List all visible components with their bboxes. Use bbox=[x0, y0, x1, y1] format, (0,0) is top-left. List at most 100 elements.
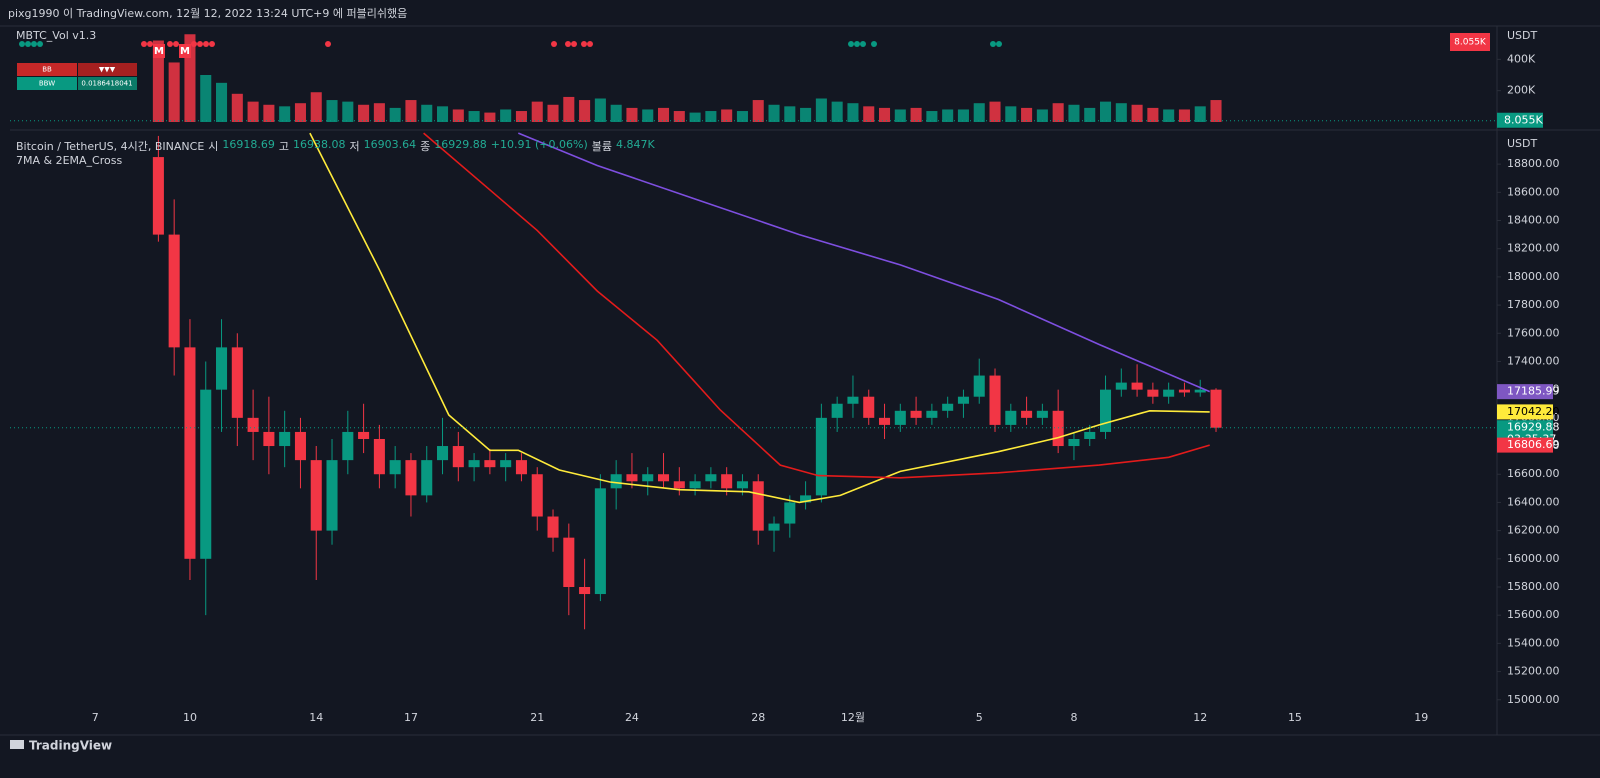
volume-bar bbox=[957, 109, 969, 122]
candle-body bbox=[1084, 431, 1096, 439]
volume-bar bbox=[436, 106, 449, 122]
change: +10.91 (+0.06%) bbox=[490, 138, 588, 151]
x-tick-label: 15 bbox=[1288, 711, 1302, 724]
volume-bar bbox=[279, 106, 291, 122]
volume-bar bbox=[1099, 101, 1112, 122]
candle-body bbox=[231, 347, 243, 418]
candle-body bbox=[579, 586, 591, 595]
candle-body bbox=[878, 417, 891, 425]
candle-body bbox=[657, 474, 670, 482]
candle-body bbox=[216, 347, 228, 390]
signal-dot bbox=[141, 41, 147, 47]
signal-label: M bbox=[154, 46, 164, 57]
y-tick-label: 17400.00 bbox=[1507, 354, 1560, 367]
y-tick-label: 17600.00 bbox=[1507, 326, 1560, 339]
candle-body bbox=[673, 481, 685, 489]
volume-currency: USDT bbox=[1507, 29, 1538, 42]
volume-tick-label: 200K bbox=[1507, 84, 1536, 97]
signal-dot bbox=[19, 41, 25, 47]
candle-body bbox=[594, 488, 606, 595]
volume-bar bbox=[1068, 104, 1080, 122]
x-tick-label: 7 bbox=[92, 711, 99, 724]
candle-body bbox=[531, 474, 543, 517]
candle-body bbox=[1163, 389, 1175, 397]
signal-dot bbox=[167, 41, 173, 47]
volume-bar bbox=[184, 34, 196, 123]
candle-body bbox=[768, 523, 780, 531]
volume-bar bbox=[484, 112, 496, 122]
volume-bar bbox=[421, 104, 433, 122]
candle-body bbox=[421, 460, 433, 496]
volume-bar bbox=[1163, 109, 1175, 122]
tradingview-logo bbox=[10, 740, 24, 749]
candle-body bbox=[247, 417, 259, 432]
indicator-legend: 7MA & 2EMA_Cross bbox=[16, 154, 122, 167]
signal-dot bbox=[25, 41, 31, 47]
price-marker-label: 16806.69 bbox=[1507, 438, 1560, 451]
candle-body bbox=[263, 431, 275, 447]
y-tick-label: 16200.00 bbox=[1507, 524, 1560, 537]
volume-bar bbox=[405, 100, 417, 122]
candle-body bbox=[468, 460, 480, 468]
signal-label: M bbox=[180, 46, 190, 57]
ohlc-value: 16929.88 bbox=[434, 138, 487, 151]
candle-body bbox=[152, 157, 164, 235]
volume-bar bbox=[815, 98, 827, 122]
volume-bar bbox=[563, 96, 575, 122]
logo-mark bbox=[10, 740, 24, 749]
y-tick-label: 18400.00 bbox=[1507, 214, 1560, 227]
volume-last-badge bbox=[1497, 112, 1543, 128]
volume-tick-label: 400K bbox=[1507, 52, 1536, 65]
x-tick-label: 21 bbox=[530, 711, 544, 724]
signal-dot bbox=[31, 41, 37, 47]
volume-bar bbox=[689, 112, 701, 122]
signal-dot bbox=[565, 41, 571, 47]
volume-bar bbox=[326, 100, 338, 122]
volume-bar bbox=[1147, 107, 1159, 122]
candle-body bbox=[200, 389, 212, 559]
volume-bar bbox=[579, 100, 591, 122]
candle-body bbox=[405, 460, 417, 496]
x-tick-label: 19 bbox=[1414, 711, 1428, 724]
signal-dot bbox=[581, 41, 587, 47]
price-marker bbox=[1497, 437, 1553, 453]
volume-bar bbox=[768, 104, 780, 122]
candle-body bbox=[1052, 410, 1064, 447]
candle-body bbox=[800, 495, 812, 503]
candle-body bbox=[863, 396, 875, 418]
candle-body bbox=[815, 417, 827, 496]
signal-dots bbox=[19, 41, 1002, 47]
candle-body bbox=[500, 460, 512, 468]
volume-bar bbox=[1036, 109, 1048, 122]
candle-body bbox=[184, 347, 196, 559]
volume-bar bbox=[263, 104, 275, 122]
candle-body bbox=[989, 375, 1001, 425]
ohlc-key: 고 bbox=[278, 140, 290, 153]
signal-dot bbox=[848, 41, 854, 47]
candle-body bbox=[484, 460, 496, 468]
candle-body bbox=[436, 446, 449, 461]
volume-title: MBTC_Vol v1.3 bbox=[16, 29, 96, 42]
symbol-legend: Bitcoin / TetherUS, 4시간, BINANCE 시 16918.… bbox=[16, 138, 655, 154]
x-tick-label: 10 bbox=[183, 711, 197, 724]
ma-line bbox=[517, 132, 1211, 393]
y-tick-label: 15800.00 bbox=[1507, 580, 1560, 593]
candle-body bbox=[1068, 438, 1080, 447]
candle-body bbox=[689, 481, 701, 489]
ma-line bbox=[423, 132, 1210, 479]
volume-bar bbox=[1115, 103, 1127, 122]
volume-bar bbox=[452, 109, 464, 122]
candle-body bbox=[894, 410, 906, 425]
volume-bar bbox=[358, 104, 370, 122]
volume-bar bbox=[500, 109, 512, 122]
volume-bar bbox=[310, 92, 322, 122]
volume-bar bbox=[389, 107, 401, 122]
candle-body bbox=[1036, 410, 1048, 418]
table-cell bbox=[78, 63, 137, 76]
volume-bar bbox=[894, 109, 906, 122]
ohlc-key: 저 bbox=[349, 140, 360, 153]
ohlc-key: 시 bbox=[208, 140, 219, 153]
candle-body bbox=[942, 403, 954, 411]
